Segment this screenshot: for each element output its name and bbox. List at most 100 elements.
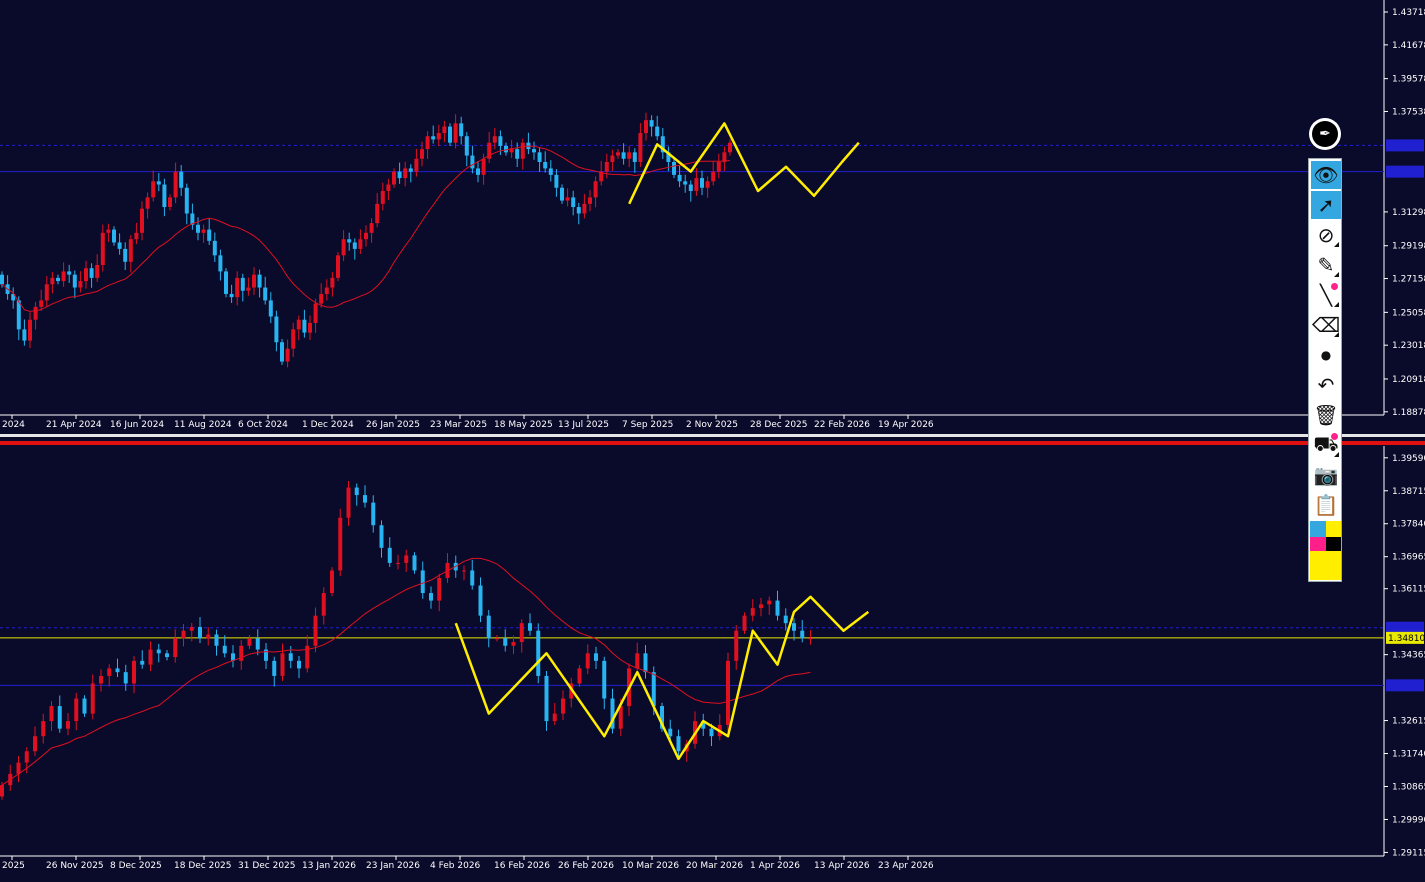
line-icon[interactable]: ╲	[1311, 281, 1341, 309]
candle-body	[495, 638, 499, 640]
candle-body	[140, 660, 145, 665]
candle-body	[78, 281, 83, 288]
pane-divider[interactable]	[0, 432, 1425, 446]
candle-body	[672, 161, 676, 175]
candle-body	[347, 239, 352, 243]
candle-body	[268, 300, 273, 317]
candle-body	[701, 721, 706, 729]
y-tick-label: 1.25058	[1392, 308, 1425, 318]
candle-body	[313, 303, 318, 323]
candle-body	[800, 630, 805, 639]
y-tick-label: 1.43718	[1392, 8, 1425, 18]
x-tick-label: 21 Apr 2024	[46, 420, 102, 430]
candle-body	[492, 136, 497, 143]
lower-candlestick-chart[interactable]: 1.39590 1.38715 1.37840 1.36965 1.36115 1.343…	[0, 446, 1425, 878]
candle-body	[414, 158, 419, 172]
candle-body	[683, 181, 688, 185]
candle-body	[511, 642, 516, 646]
cursor-icon[interactable]: ➚	[1311, 191, 1341, 219]
candle-body	[0, 785, 4, 797]
color-swatch-blue[interactable]	[1310, 521, 1326, 537]
candle-body	[478, 585, 483, 616]
no-drawing-icon[interactable]: ⊘	[1311, 221, 1341, 249]
candle-body	[616, 152, 620, 156]
candle-body	[117, 242, 122, 249]
x-tick-label: 2025	[2, 861, 25, 871]
x-tick-label: 11 Aug 2024	[174, 420, 232, 430]
y-tick-label: 1.37538	[1392, 107, 1425, 117]
candle-body	[22, 329, 27, 341]
x-tick-label: 26 Jan 2025	[366, 420, 420, 430]
candle-body	[604, 161, 609, 172]
eraser-icon[interactable]: ⌫	[1311, 313, 1341, 337]
candle-body	[39, 300, 44, 307]
upper-candlestick-chart[interactable]: 1.43718 1.41678 1.39578 1.37538 1.31298 1.291…	[0, 0, 1425, 432]
upper-chart-pane[interactable]: 1.43718 1.41678 1.39578 1.37538 1.31298 1.291…	[0, 0, 1425, 432]
price-line-tag	[1386, 679, 1424, 692]
candle-body	[352, 242, 357, 249]
candle-body	[16, 762, 21, 774]
camera-icon[interactable]: 📷	[1313, 463, 1339, 487]
clipboard-icon[interactable]: 📋	[1313, 493, 1339, 517]
candle-body	[321, 593, 326, 616]
candle-body	[263, 287, 268, 301]
candle-body	[722, 152, 727, 162]
candle-body	[504, 145, 508, 153]
candle-body	[371, 502, 376, 526]
pen-toggle-icon[interactable]: ✒	[1309, 118, 1341, 150]
candle-body	[694, 178, 699, 191]
candle-body	[750, 608, 755, 616]
candle-body	[442, 126, 447, 134]
candle-body	[808, 638, 813, 640]
candle-body	[408, 168, 413, 172]
color-swatch-yellow[interactable]	[1326, 521, 1341, 537]
candle-body	[229, 293, 234, 298]
x-tick-label: 8 Dec 2025	[110, 861, 162, 871]
candle-body	[560, 187, 564, 201]
y-tick-label: 1.31740	[1392, 750, 1425, 760]
candle-body	[387, 547, 392, 563]
x-tick-label: 18 May 2025	[494, 420, 553, 430]
highlighter-icon[interactable]: ✎	[1311, 251, 1341, 279]
candle-body	[437, 577, 442, 601]
candle-body	[179, 171, 184, 188]
dot-icon[interactable]: ●	[1320, 348, 1332, 362]
color-swatch-magenta[interactable]	[1310, 537, 1326, 551]
y-tick-label: 1.38715	[1392, 487, 1425, 497]
y-tick-label: 1.36115	[1392, 585, 1425, 595]
candle-body	[470, 155, 475, 169]
candle-body	[576, 207, 581, 214]
y-tick-label: 1.32615	[1392, 717, 1425, 727]
candle-body	[100, 232, 105, 265]
candle-body	[543, 161, 548, 169]
candle-body	[190, 213, 195, 225]
candle-body	[181, 630, 186, 639]
color-swatch-black[interactable]	[1326, 537, 1341, 551]
candle-body	[324, 287, 329, 294]
lower-chart-pane[interactable]: 1.39590 1.38715 1.37840 1.36965 1.36115 1.343…	[0, 446, 1425, 878]
candle-body	[285, 348, 290, 362]
candle-body	[168, 197, 172, 208]
current-color-swatch[interactable]	[1310, 551, 1341, 580]
cart-icon[interactable]: ⛟	[1313, 431, 1339, 457]
candle-body	[308, 322, 312, 333]
candle-body	[668, 728, 673, 737]
trash-icon[interactable]: 🗑	[1313, 403, 1339, 427]
y-tick-label: 1.41678	[1392, 41, 1425, 51]
candle-body	[212, 240, 217, 256]
candle-body	[635, 653, 640, 669]
candle-body	[700, 178, 704, 188]
undo-icon[interactable]: ↶	[1317, 373, 1335, 397]
candle-body	[554, 174, 559, 188]
candle-body	[16, 300, 21, 330]
candle-body	[386, 184, 391, 191]
candle-body	[618, 706, 623, 729]
x-tick-label: 13 Jan 2026	[302, 861, 356, 871]
x-tick-label: 31 Dec 2025	[238, 861, 296, 871]
candle-body	[162, 184, 167, 208]
candle-body	[280, 342, 284, 362]
candle-body	[593, 181, 598, 198]
candle-body	[627, 152, 632, 159]
candle-body	[156, 181, 161, 185]
eye-icon[interactable]: 👁	[1311, 161, 1341, 189]
